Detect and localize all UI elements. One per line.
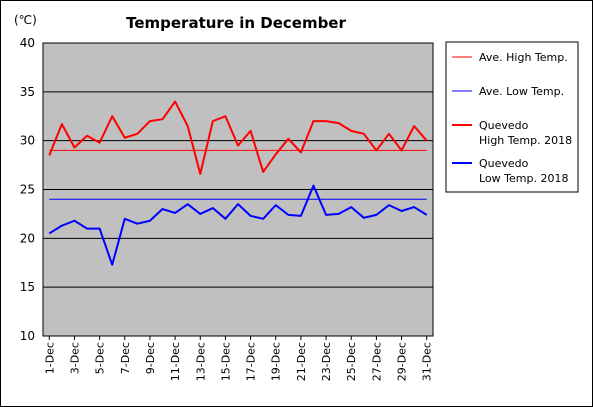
- x-tick-label-31-Dec: 31-Dec: [421, 342, 434, 381]
- x-tick-label-9-Dec: 9-Dec: [144, 342, 157, 374]
- legend-box: [445, 41, 579, 193]
- legend-label-4-line-1: Quevedo: [479, 157, 529, 170]
- x-tick-label-5-Dec: 5-Dec: [94, 342, 107, 374]
- x-tick-label-7-Dec: 7-Dec: [119, 342, 132, 374]
- x-tick-label-17-Dec: 17-Dec: [245, 342, 258, 381]
- y-tick-label-30: 30: [20, 134, 35, 148]
- chart-title: Temperature in December: [126, 14, 346, 32]
- x-tick-label-15-Dec: 15-Dec: [219, 342, 232, 381]
- legend-label-3-line-1: Quevedo: [479, 119, 529, 132]
- series-line-3: [48, 100, 428, 175]
- y-tick-label-40: 40: [20, 36, 35, 50]
- y-tick-label-25: 25: [20, 183, 35, 197]
- y-tick-label-35: 35: [20, 85, 35, 99]
- legend-label-4-line-2: Low Temp. 2018: [479, 172, 568, 185]
- x-tick-label-1-Dec: 1-Dec: [43, 342, 56, 374]
- x-tick-label-3-Dec: 3-Dec: [68, 342, 81, 374]
- x-tick-label-13-Dec: 13-Dec: [194, 342, 207, 381]
- x-tick-label-25-Dec: 25-Dec: [345, 342, 358, 381]
- series-line-4: [48, 184, 428, 266]
- y-tick-label-10: 10: [20, 329, 35, 343]
- y-tick-label-15: 15: [20, 280, 35, 294]
- legend-label-2-line-1: Ave. Low Temp.: [479, 85, 564, 98]
- x-tick-label-29-Dec: 29-Dec: [396, 342, 409, 381]
- x-tick-label-23-Dec: 23-Dec: [320, 342, 333, 381]
- x-tick-label-21-Dec: 21-Dec: [295, 342, 308, 381]
- legend-label-1-line-1: Ave. High Temp.: [479, 51, 568, 64]
- x-tick-label-27-Dec: 27-Dec: [370, 342, 383, 381]
- x-tick-label-19-Dec: 19-Dec: [270, 342, 283, 381]
- legend-label-3-line-2: High Temp. 2018: [479, 134, 572, 147]
- y-tick-label-20: 20: [20, 231, 35, 245]
- x-tick-label-11-Dec: 11-Dec: [169, 342, 182, 381]
- legend: Ave. High Temp. Ave. Low Temp. Quevedo High…: [445, 41, 579, 193]
- y-axis-unit-label: (℃): [14, 13, 37, 27]
- plot-area: 10 15 20 25 30 35 40 1-Dec 3-Dec 5-Dec 7-Dec 9-Dec 1…: [20, 36, 434, 381]
